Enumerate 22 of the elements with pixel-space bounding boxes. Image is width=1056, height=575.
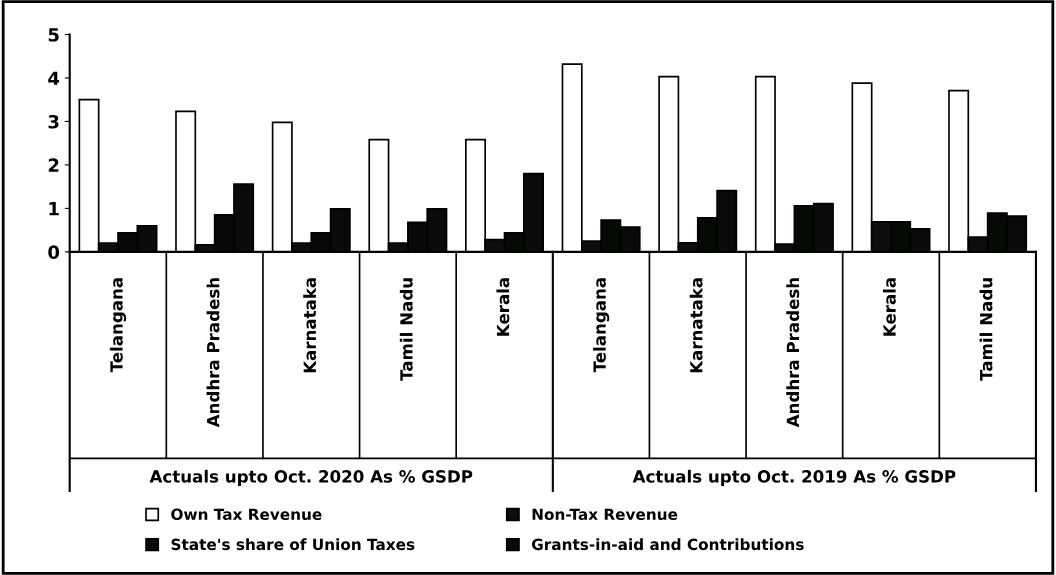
x-tick-label: Kerala	[496, 278, 510, 336]
y-tick-label: 5	[48, 28, 59, 42]
x-tick-label: Kerala	[882, 278, 896, 336]
legend-label: Grants-in-aid and Contributions	[531, 538, 804, 551]
y-tick-label: 1	[49, 202, 59, 216]
x-tick-label: Karnataka	[689, 278, 703, 373]
y-tick-label: 3	[48, 114, 59, 129]
x-tick-label: Andhra Pradesh	[786, 278, 800, 428]
legend-label: Non-Tax Revenue	[532, 508, 678, 521]
x-tick-label: Telangana	[109, 278, 127, 373]
legend-label: State's share of Union Taxes	[171, 538, 415, 551]
text: Actuals upto Oct. 2020 As % GSDP	[149, 469, 473, 486]
x-tick-label: Tamil Nadu	[399, 278, 413, 381]
x-tick-label: Telangana	[593, 278, 610, 373]
x-tick-label: Andhra Pradesh	[206, 278, 220, 428]
text: Actuals upto Oct. 2019 As % GSDP	[632, 469, 956, 486]
y-tick-label: 4	[48, 71, 60, 85]
x-tick-label: Tamil Nadu	[979, 278, 993, 381]
y-tick-label: 0	[48, 245, 60, 259]
x-tick-label: Karnataka	[303, 278, 317, 373]
legend-label: Own Tax Revenue	[171, 508, 322, 521]
y-tick-label: 2	[48, 158, 59, 172]
